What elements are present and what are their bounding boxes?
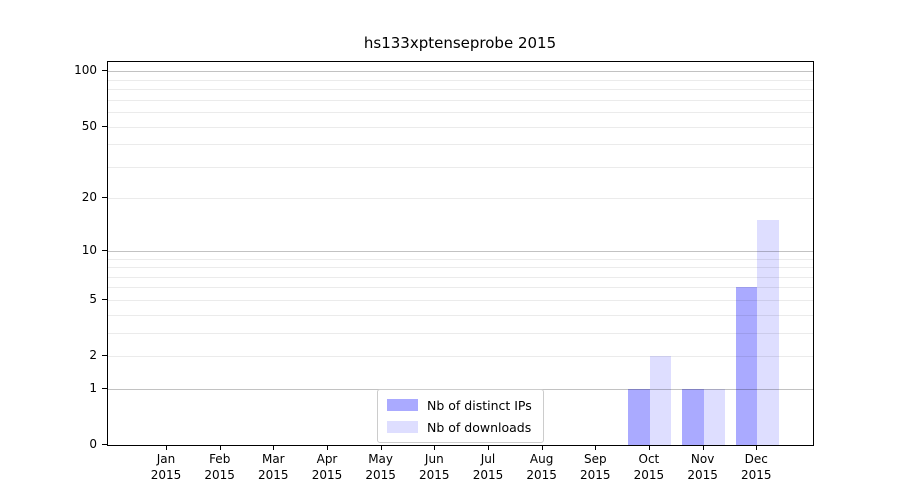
x-tick-mark xyxy=(219,445,221,450)
gridlines-layer xyxy=(108,62,813,445)
x-tick-mark xyxy=(273,445,275,450)
gridline-80 xyxy=(108,89,813,90)
x-tick-label-sep: Sep 2015 xyxy=(580,452,611,482)
y-tick-label-100: 100 xyxy=(74,63,97,78)
gridline-10 xyxy=(108,250,813,252)
y-tick-mark xyxy=(102,70,107,72)
gridline-20 xyxy=(108,198,813,200)
x-tick-mark xyxy=(702,445,704,450)
legend-item-downloads: Nb of downloads xyxy=(387,419,532,435)
bar-dec-downloads xyxy=(757,220,779,445)
gridline-50 xyxy=(108,126,813,128)
gridline-5 xyxy=(108,299,813,301)
gridline-60 xyxy=(108,111,813,113)
x-tick-mark xyxy=(434,445,436,450)
y-tick-mark xyxy=(102,125,107,127)
x-tick-mark xyxy=(756,445,758,450)
x-tick-label-oct: Oct 2015 xyxy=(633,452,665,482)
gridline-3 xyxy=(108,332,813,334)
gridline-2 xyxy=(108,356,813,357)
plot-area xyxy=(107,61,814,446)
legend: Nb of distinct IPs Nb of downloads xyxy=(377,389,544,443)
x-tick-mark xyxy=(488,445,489,450)
gridline-40 xyxy=(108,144,813,146)
legend-swatch-downloads xyxy=(387,421,418,433)
y-tick-mark xyxy=(102,355,107,356)
x-tick-mark xyxy=(327,445,328,450)
gridline-7 xyxy=(108,276,813,278)
y-tick-label-1: 1 xyxy=(89,380,97,395)
y-tick-label-5: 5 xyxy=(89,291,97,306)
y-tick-mark xyxy=(102,298,107,300)
x-tick-mark xyxy=(380,445,382,450)
y-tick-mark xyxy=(102,197,107,199)
x-tick-label-jan: Jan 2015 xyxy=(150,452,182,482)
x-tick-label-mar: Mar 2015 xyxy=(258,452,289,482)
x-tick-label-dec: Dec 2015 xyxy=(741,452,772,482)
y-tick-mark xyxy=(102,444,107,445)
x-tick-mark xyxy=(541,445,543,450)
chart-title: hs133xptenseprobe 2015 xyxy=(363,34,557,52)
y-tick-mark xyxy=(102,387,107,389)
gridline-70 xyxy=(108,99,813,101)
y-tick-mark xyxy=(102,249,107,251)
bars-layer xyxy=(108,62,813,445)
bar-nov-ips xyxy=(682,388,704,445)
x-tick-mark xyxy=(648,445,650,450)
legend-item-distinct-ips: Nb of distinct IPs xyxy=(387,397,532,413)
bar-oct-downloads xyxy=(649,356,672,445)
x-tick-mark xyxy=(595,445,597,450)
legend-label-distinct-ips: Nb of distinct IPs xyxy=(427,397,532,413)
x-tick-label-feb: Feb 2015 xyxy=(204,452,235,482)
x-tick-label-apr: Apr 2015 xyxy=(311,452,343,482)
bar-dec-ips xyxy=(735,287,758,445)
x-tick-label-aug: Aug 2015 xyxy=(526,452,557,482)
legend-label-downloads: Nb of downloads xyxy=(427,419,532,435)
x-tick-label-nov: Nov 2015 xyxy=(687,452,718,482)
gridline-90 xyxy=(108,79,813,81)
x-tick-label-jul: Jul 2015 xyxy=(472,452,504,482)
y-tick-label-10: 10 xyxy=(81,242,97,257)
x-tick-label-may: May 2015 xyxy=(365,452,396,482)
gridline-8 xyxy=(108,267,813,268)
y-tick-label-0: 0 xyxy=(89,437,97,451)
legend-swatch-distinct-ips xyxy=(387,399,418,411)
y-tick-label-50: 50 xyxy=(81,118,97,133)
gridline-100 xyxy=(108,71,813,73)
y-tick-label-20: 20 xyxy=(81,190,97,205)
x-tick-label-jun: Jun 2015 xyxy=(419,452,450,482)
y-tick-label-2: 2 xyxy=(89,348,97,362)
gridline-9 xyxy=(108,258,813,260)
bar-nov-downloads xyxy=(703,388,726,445)
gridline-6 xyxy=(108,287,813,289)
bar-oct-ips xyxy=(628,388,650,445)
gridline-30 xyxy=(108,166,813,168)
gridline-4 xyxy=(108,314,813,316)
x-tick-mark xyxy=(166,445,167,450)
